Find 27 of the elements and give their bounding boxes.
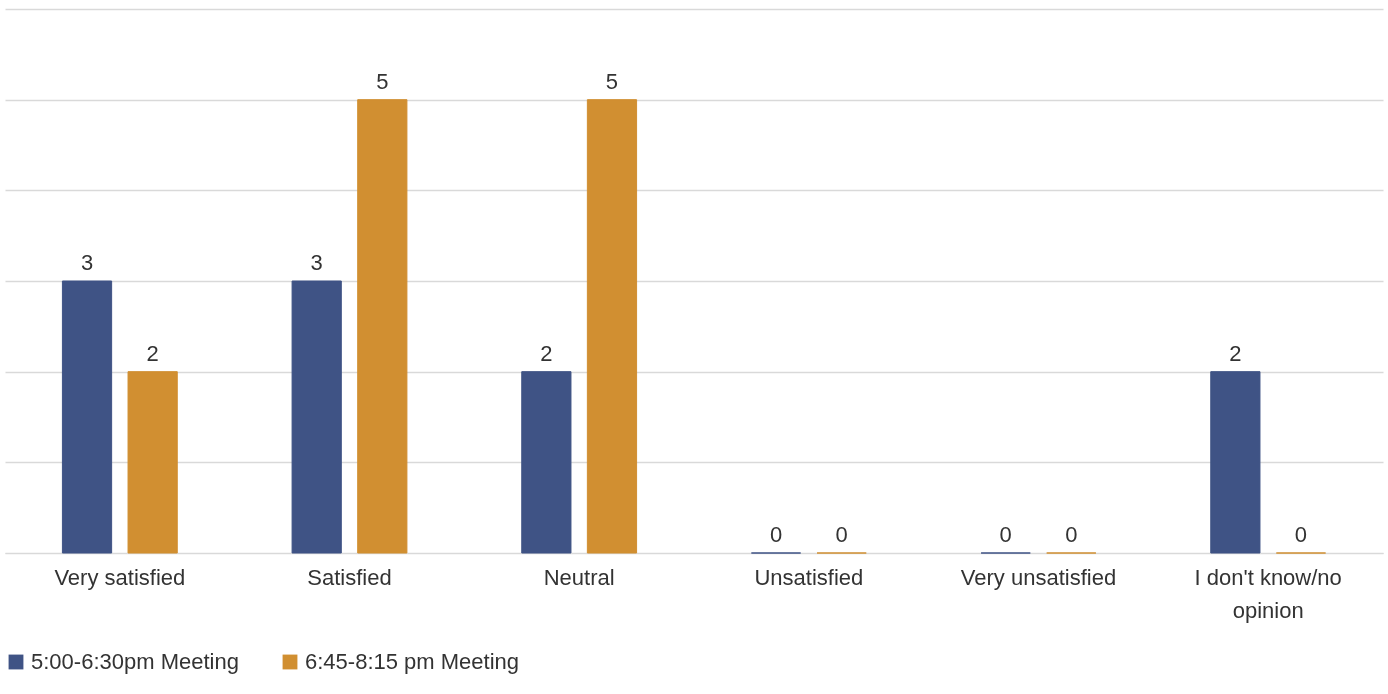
x-tick-label: Neutral [543, 564, 615, 590]
legend-label: 5:00-6:30pm Meeting [31, 649, 239, 674]
bar [61, 280, 113, 554]
bar [291, 280, 342, 554]
data-label: 5 [376, 68, 389, 94]
data-label: 2 [540, 340, 553, 366]
data-label: 0 [1065, 522, 1078, 547]
x-tick-label: Satisfied [307, 564, 392, 590]
data-label: 2 [1229, 340, 1242, 366]
x-tick-label: Very unsatisfied [960, 564, 1117, 590]
bar [127, 371, 178, 554]
data-label: 0 [1294, 522, 1308, 547]
bar [357, 99, 408, 554]
legend-label: 6:45-8:15 pm Meeting [305, 649, 520, 674]
data-label: 3 [80, 250, 94, 275]
bar [521, 371, 572, 554]
bar [586, 99, 638, 554]
x-tick-label: I don't know/no opinion [1194, 564, 1342, 623]
x-tick-label: Unsatisfied [754, 564, 864, 590]
data-label: 0 [769, 522, 783, 547]
data-label: 0 [835, 522, 848, 547]
data-label: 0 [999, 522, 1012, 547]
data-label: 5 [605, 68, 619, 94]
data-label: 3 [310, 250, 323, 275]
bar [1210, 371, 1261, 554]
data-label: 2 [146, 340, 159, 366]
x-tick-label: Very satisfied [54, 564, 186, 590]
